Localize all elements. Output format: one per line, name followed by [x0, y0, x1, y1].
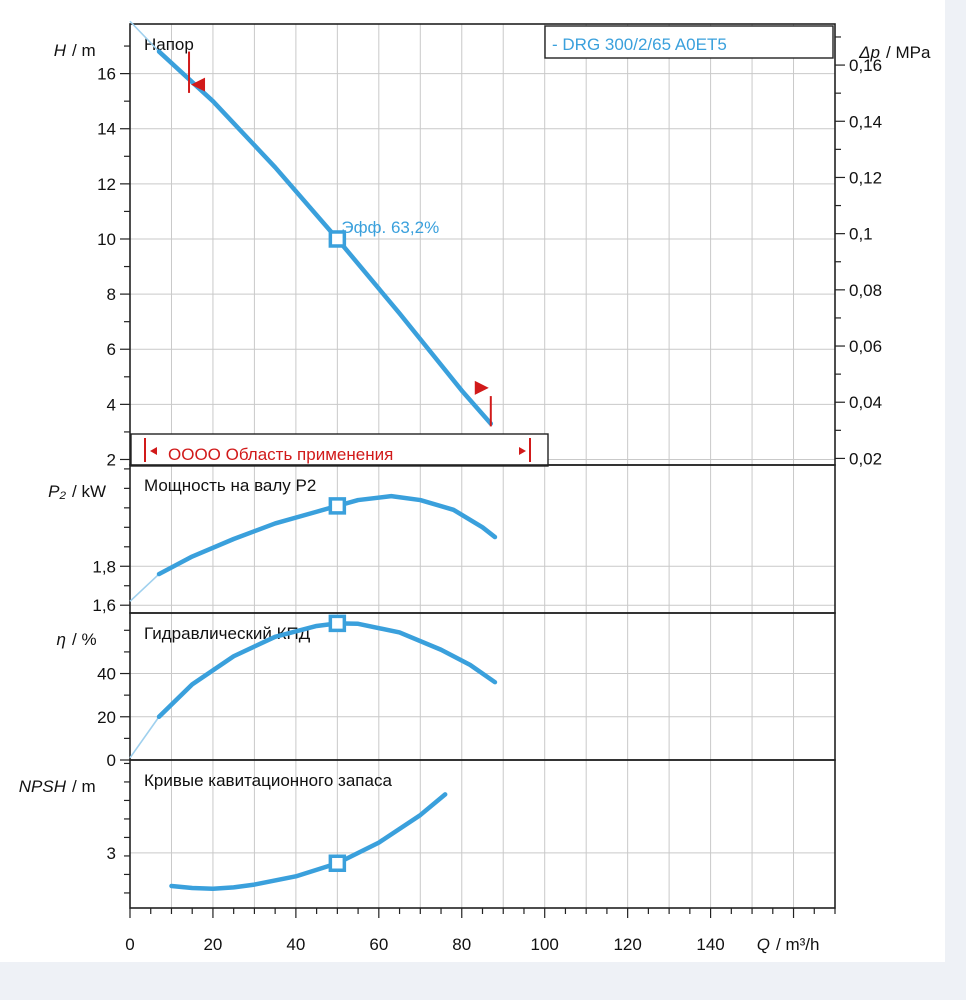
right-tick-label: 0,1: [849, 225, 873, 244]
range-marker-end: [474, 380, 489, 395]
x-tick-label: 120: [613, 935, 641, 954]
right-tick-label: 0,08: [849, 281, 882, 300]
x-tick-label: 100: [531, 935, 559, 954]
x-tick-label: 80: [452, 935, 471, 954]
y-axis-unit: / m: [72, 41, 96, 60]
y-tick-label: 6: [107, 340, 116, 359]
y-axis-unit: / %: [72, 630, 97, 649]
x-tick-label: 40: [286, 935, 305, 954]
right-tick-label: 0,16: [849, 56, 882, 75]
range-legend-label: OOOO Область применения: [168, 445, 393, 464]
right-tick-label: 0,12: [849, 168, 882, 187]
y-axis-unit: / m: [72, 777, 96, 796]
y-tick-label: 14: [97, 120, 116, 139]
x-tick-label: 60: [369, 935, 388, 954]
curve-power: [156, 493, 498, 577]
right-axis-unit: / MPa: [886, 43, 931, 62]
x-axis-unit: / m³/h: [776, 935, 819, 954]
right-tick-label: 0,04: [849, 393, 882, 412]
y-tick-label: 4: [107, 395, 116, 414]
curve-extension-power: [129, 573, 160, 602]
y-tick-label: 12: [97, 175, 116, 194]
duty-point-marker-power: [328, 497, 347, 515]
range-legend-arrow-left: [150, 447, 157, 455]
curve-npsh: [169, 792, 448, 891]
model-legend-label: - DRG 300/2/65 A0ET5: [552, 35, 727, 54]
duty-point-marker-efficiency: [328, 614, 347, 633]
y-axis-variable: η: [57, 630, 66, 649]
curve-extension-efficiency: [129, 716, 160, 759]
range-legend-box: [130, 433, 549, 467]
y-tick-label: 1,8: [92, 557, 116, 576]
right-tick-label: 0,06: [849, 337, 882, 356]
right-tick-label: 0,14: [849, 112, 882, 131]
y-axis-variable: P₂: [48, 482, 66, 501]
y-axis-unit: / kW: [72, 482, 106, 501]
panel-title-npsh: Кривые кавитационного запаса: [144, 771, 392, 790]
x-tick-label: 20: [203, 935, 222, 954]
y-tick-label: 10: [97, 230, 116, 249]
range-marker-start: [191, 77, 206, 92]
panel-frame-head: [129, 23, 836, 466]
y-tick-label: 20: [97, 708, 116, 727]
duty-point-marker-npsh: [328, 854, 347, 873]
y-axis-variable: NPSH: [19, 777, 67, 796]
y-tick-label: 0: [107, 751, 116, 770]
y-axis-variable: H: [54, 41, 67, 60]
y-tick-label: 1,6: [92, 596, 116, 615]
curve-extension-head: [129, 20, 160, 53]
range-legend-arrow-right: [519, 447, 526, 455]
duty-point-marker-head: [328, 230, 347, 248]
y-tick-label: 2: [107, 450, 116, 469]
y-tick-label: 16: [97, 65, 116, 84]
curve-head: [156, 49, 494, 426]
x-tick-label: 0: [125, 935, 134, 954]
model-legend-box: [544, 25, 834, 59]
chart-sheet: 2 4 6 8 10 12 14 16 H / m Напор Эфф. 63,2% 0,02 0,04 0…: [0, 0, 945, 962]
y-tick-label: 8: [107, 285, 116, 304]
panel-title-power: Мощность на валу P2: [144, 476, 316, 495]
x-tick-label: 140: [696, 935, 724, 954]
right-axis-variable: Δp: [858, 43, 880, 62]
y-tick-label: 40: [97, 665, 116, 684]
duty-point-label: Эфф. 63,2%: [341, 218, 439, 237]
y-tick-label: 3: [107, 844, 116, 863]
x-axis-variable: Q: [757, 935, 770, 954]
right-tick-label: 0,02: [849, 449, 882, 468]
